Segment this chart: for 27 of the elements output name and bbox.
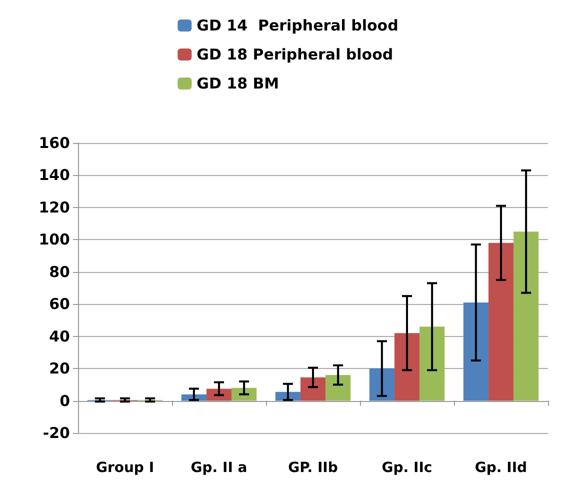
y-tick-label: 80 [49,262,70,281]
bar [420,326,445,401]
x-tick-label: Gp. IIc [382,460,432,476]
y-tick-label: -20 [42,424,70,442]
y-tick-label: 0 [60,392,70,410]
x-tick-label: GP. IIb [288,460,338,476]
bar [514,232,539,401]
legend-label: GD 18 BM [196,74,280,92]
y-tick-label: 120 [38,198,70,216]
y-tick-label: 40 [49,327,70,346]
y-tick-label: 140 [38,166,70,184]
bar [369,368,394,401]
x-tick-label: Group I [96,460,154,476]
legend-label: GD 18 Peripheral blood [196,46,394,64]
y-tick-label: 160 [38,134,70,152]
bar [394,333,420,401]
bar [488,242,514,401]
y-tick-label: 100 [38,230,70,249]
bar [232,388,257,401]
x-tick-label: Gp. IId [474,460,528,476]
bar [326,375,351,401]
y-tick-label: 20 [49,360,70,378]
bar [463,302,488,401]
legend-label: GD 14 Peripheral blood [196,16,398,34]
bar [300,377,326,401]
x-tick-label: Gp. II a [190,460,248,476]
y-tick-label: 60 [49,295,70,314]
